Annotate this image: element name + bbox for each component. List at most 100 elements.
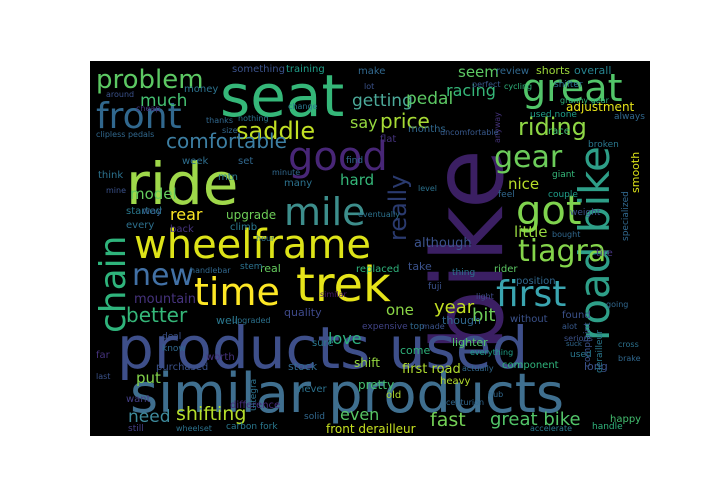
word-made: made — [422, 322, 445, 331]
word-upgraded: upgraded — [232, 316, 271, 325]
word-feel: feel — [498, 190, 515, 200]
word-far: far — [96, 350, 110, 361]
word-thing: thing — [452, 268, 476, 278]
word-hour: hour — [256, 234, 275, 243]
word-suck: suck — [566, 340, 582, 348]
word-racing: racing — [446, 81, 496, 100]
word-way: way — [142, 206, 163, 217]
word-nothing: nothing — [238, 114, 269, 123]
word-top: top — [410, 322, 425, 332]
word-tiagra: tiagra — [518, 234, 607, 269]
word-products-used: products used — [117, 314, 529, 382]
word-problem: problem — [96, 65, 204, 95]
word-come: come — [400, 344, 431, 357]
word-still: still — [128, 424, 144, 434]
word-flat: flat — [380, 134, 397, 145]
word-level: level — [418, 184, 438, 193]
word-carbon-fork: carbon fork — [226, 422, 278, 432]
word-front: front — [96, 96, 182, 137]
word-change: change — [288, 102, 318, 111]
word-happy: happy — [610, 414, 642, 425]
word-think: think — [98, 170, 124, 181]
word-upgrade: upgrade — [226, 208, 277, 222]
word-old: old — [386, 390, 402, 401]
word-riding: riding — [518, 113, 587, 141]
word-though: though — [442, 314, 481, 327]
word-weight: weight — [570, 208, 601, 218]
word-solid: solid — [304, 412, 325, 422]
word-hard: hard — [340, 171, 375, 189]
word-handle: handle — [592, 422, 623, 432]
word-ultegra: ultegra — [249, 378, 259, 411]
word-mine: mine — [106, 186, 127, 195]
word-little: little — [514, 223, 548, 241]
word-training: training — [286, 64, 325, 75]
word-perfect: perfect — [472, 80, 501, 89]
word-first: first — [496, 274, 567, 315]
word-climb: climb — [230, 222, 258, 233]
word-real: real — [260, 262, 281, 275]
word-granny-gear: granny gear — [560, 96, 609, 105]
word-fuji: fuji — [428, 282, 442, 292]
word-shorts: shorts — [536, 64, 570, 77]
word-heavy: heavy — [440, 376, 471, 387]
word-similar: similar — [320, 290, 347, 299]
word-put: put — [136, 369, 161, 387]
word-broken: broken — [588, 140, 619, 150]
word-great: great — [522, 66, 623, 110]
word-stock: stock — [288, 360, 318, 373]
word-thanks: thanks — [206, 116, 233, 125]
word-comfortable: comfortable — [166, 129, 287, 153]
word-handlebar: handlebar — [190, 266, 231, 275]
word-serious: serious — [564, 334, 593, 343]
word-ride: ride — [126, 150, 239, 218]
word-alot: alot — [562, 322, 578, 331]
word-need: need — [128, 407, 171, 427]
word-money: money — [184, 84, 219, 95]
word-uncomfortable: uncomfortable — [440, 128, 499, 137]
word-model: model — [130, 185, 177, 203]
word-new: new — [132, 258, 195, 293]
word-used: used — [570, 350, 592, 360]
word-rear: rear — [170, 205, 203, 224]
word-position: position — [516, 276, 556, 287]
word-accelerate: accelerate — [530, 424, 573, 433]
word-last: last — [96, 372, 111, 381]
word-really: really — [384, 174, 412, 241]
word-week: week — [182, 156, 209, 167]
word-review: review — [496, 66, 530, 77]
word-year: year — [434, 297, 475, 318]
word-bit: bit — [472, 305, 496, 326]
word-complaint: complaint — [583, 322, 593, 367]
word-cycling: cycling — [504, 82, 533, 91]
word-centurion: centurion — [446, 398, 485, 407]
word-many: many — [284, 178, 313, 189]
word-seem: seem — [458, 63, 499, 81]
word-smooth: smooth — [629, 151, 642, 193]
word-without: without — [510, 314, 548, 325]
word-rider: rider — [494, 264, 518, 275]
word-much: much — [140, 91, 188, 111]
word-purchased: purchased — [156, 362, 209, 373]
word-say: say — [350, 113, 378, 132]
word-cloud: bike products used similar products seat… — [90, 61, 650, 436]
word-giant: giant — [552, 170, 575, 180]
word-front-derailleur: front derailleur — [326, 422, 416, 436]
word-found: found — [562, 310, 591, 321]
word-one: one — [386, 301, 414, 319]
word-never: never — [298, 384, 327, 395]
word-something: something — [232, 64, 285, 75]
word-time: time — [194, 270, 280, 314]
word-sure: sure — [312, 338, 334, 349]
word-pedal: pedal — [406, 89, 454, 109]
word-overall: overall — [574, 64, 612, 77]
word-eventually: eventually — [358, 210, 400, 219]
word-hub: hub — [488, 390, 504, 399]
word-stem: stem — [240, 262, 263, 272]
word-going: going — [606, 300, 629, 309]
word-getting: getting — [352, 91, 413, 111]
word-fast: fast — [430, 409, 466, 431]
word-seat: seat — [220, 62, 345, 130]
word-cross: cross — [618, 340, 639, 349]
word-quality: quality — [284, 306, 322, 319]
